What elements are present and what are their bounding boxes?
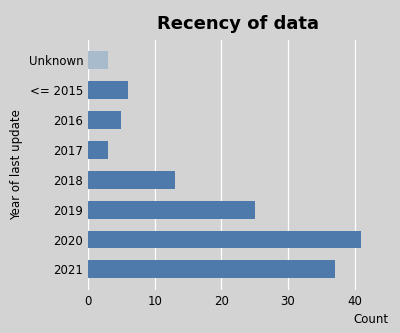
Bar (88, 111, 121, 129)
Bar (88, 201, 255, 218)
Bar (88, 141, 108, 159)
Bar (88, 260, 335, 278)
Y-axis label: Year of last update: Year of last update (10, 110, 23, 220)
Bar (88, 230, 361, 248)
Title: Recency of data: Recency of data (157, 15, 319, 33)
Bar (88, 171, 175, 189)
Bar (88, 81, 128, 99)
Bar (88, 51, 108, 69)
X-axis label: Count: Count (353, 313, 388, 326)
